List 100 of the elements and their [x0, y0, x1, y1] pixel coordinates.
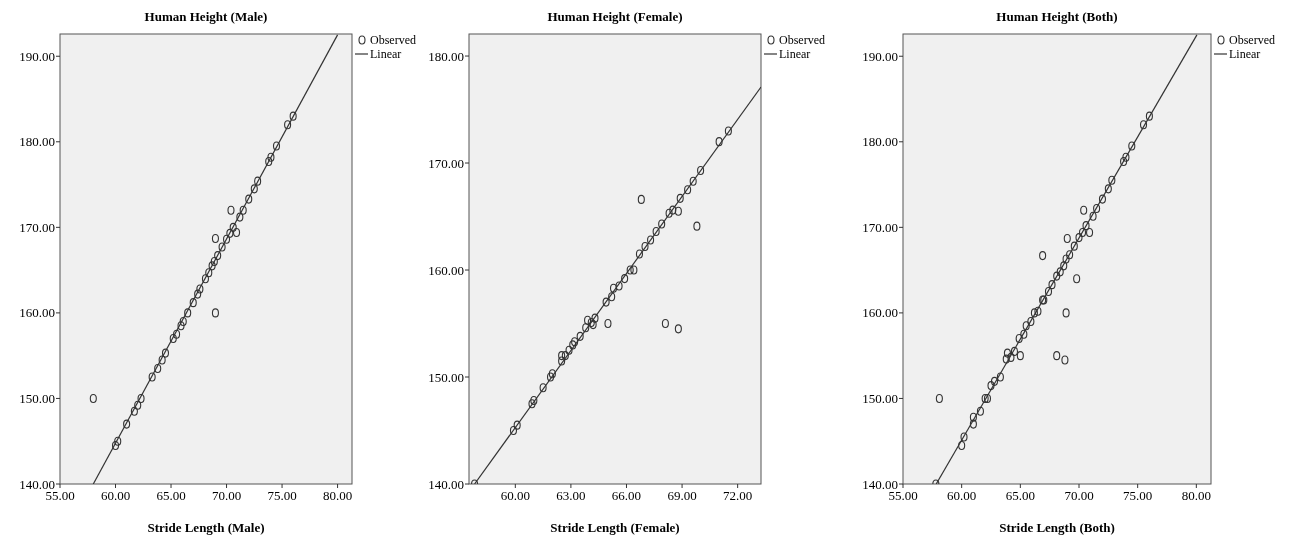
point [158, 355, 166, 365]
x-axis-title: Stride Length (Female) [550, 520, 680, 535]
point [676, 193, 684, 203]
point [148, 372, 156, 382]
point [1066, 250, 1074, 260]
point [626, 265, 634, 275]
legend-label: Observed [1229, 33, 1275, 48]
x-tick-label: 75.00 [1123, 488, 1153, 503]
point [724, 126, 732, 136]
point [222, 234, 231, 244]
point [245, 194, 253, 204]
point [184, 308, 192, 318]
point [576, 331, 584, 341]
x-tick-label: 70.00 [211, 488, 242, 503]
point [981, 393, 989, 403]
point [689, 176, 697, 186]
point [1145, 111, 1153, 121]
x-tick-label: 66.00 [611, 488, 642, 503]
point [996, 372, 1004, 382]
x-tick-label: 75.00 [267, 488, 297, 503]
point [1089, 211, 1097, 221]
point [528, 399, 536, 409]
point [637, 194, 645, 204]
point [661, 318, 669, 329]
point [530, 396, 538, 406]
point [983, 393, 992, 403]
legend-label: Observed [779, 33, 825, 48]
y-tick-label: 170.00 [428, 155, 464, 171]
point [715, 137, 723, 147]
point [1104, 184, 1112, 194]
y-tick-label: 170.00 [862, 219, 898, 235]
point [935, 393, 943, 403]
y-tick-label: 160.00 [19, 305, 55, 321]
x-tick-label: 72.00 [723, 488, 753, 503]
point [134, 400, 142, 410]
point [1030, 308, 1038, 318]
point [584, 315, 592, 325]
x-tick-label: 63.00 [556, 488, 586, 503]
point [582, 323, 590, 333]
point [218, 242, 226, 252]
legend-label: Linear [1229, 47, 1261, 62]
point [587, 317, 595, 327]
point [1082, 221, 1090, 231]
y-tick-label: 190.00 [862, 48, 898, 64]
y-tick-label: 140.00 [428, 476, 464, 492]
point [1080, 205, 1088, 215]
point [990, 376, 999, 386]
point [1044, 286, 1053, 297]
point [1078, 227, 1087, 238]
point [987, 381, 995, 391]
x-tick-label: 80.00 [322, 488, 353, 503]
point [969, 412, 977, 422]
y-tick-label: 180.00 [19, 134, 55, 150]
point [571, 337, 579, 347]
y-tick-label: 150.00 [862, 391, 898, 406]
point [254, 176, 262, 186]
point [604, 318, 612, 329]
point [211, 308, 219, 318]
legend-label: Linear [370, 47, 402, 62]
point [1073, 274, 1081, 284]
point [179, 316, 187, 326]
point [548, 369, 556, 379]
point [635, 249, 644, 259]
point [1015, 334, 1023, 344]
point [232, 227, 241, 238]
point [272, 141, 281, 151]
point [647, 235, 655, 245]
point [641, 241, 649, 252]
point [208, 261, 216, 271]
chart-title: Human Height (Male) [144, 9, 268, 24]
point [589, 320, 597, 330]
y-tick-label: 170.00 [19, 219, 55, 235]
point [1060, 261, 1068, 271]
legend-label: Linear [779, 47, 811, 62]
point [111, 440, 120, 451]
point [561, 351, 569, 361]
point [565, 345, 573, 355]
point [658, 219, 666, 229]
x-tick-label: 60.00 [100, 488, 131, 503]
x-tick-label: 65.00 [156, 488, 186, 503]
point [615, 281, 623, 291]
y-tick-label: 190.00 [19, 48, 55, 64]
point [669, 205, 677, 215]
point [1034, 306, 1042, 316]
point [1062, 254, 1070, 264]
point [236, 212, 244, 222]
point [265, 156, 273, 167]
point [674, 206, 682, 216]
point [214, 251, 222, 261]
point [1048, 280, 1056, 290]
point [509, 425, 518, 436]
point [114, 436, 122, 446]
point [609, 283, 618, 293]
point [1063, 233, 1071, 244]
point [123, 419, 131, 429]
point [173, 329, 181, 339]
legend-label: Observed [370, 33, 416, 48]
point [189, 298, 197, 308]
x-axis-title: Stride Length (Male) [147, 520, 265, 535]
point [1053, 271, 1061, 281]
